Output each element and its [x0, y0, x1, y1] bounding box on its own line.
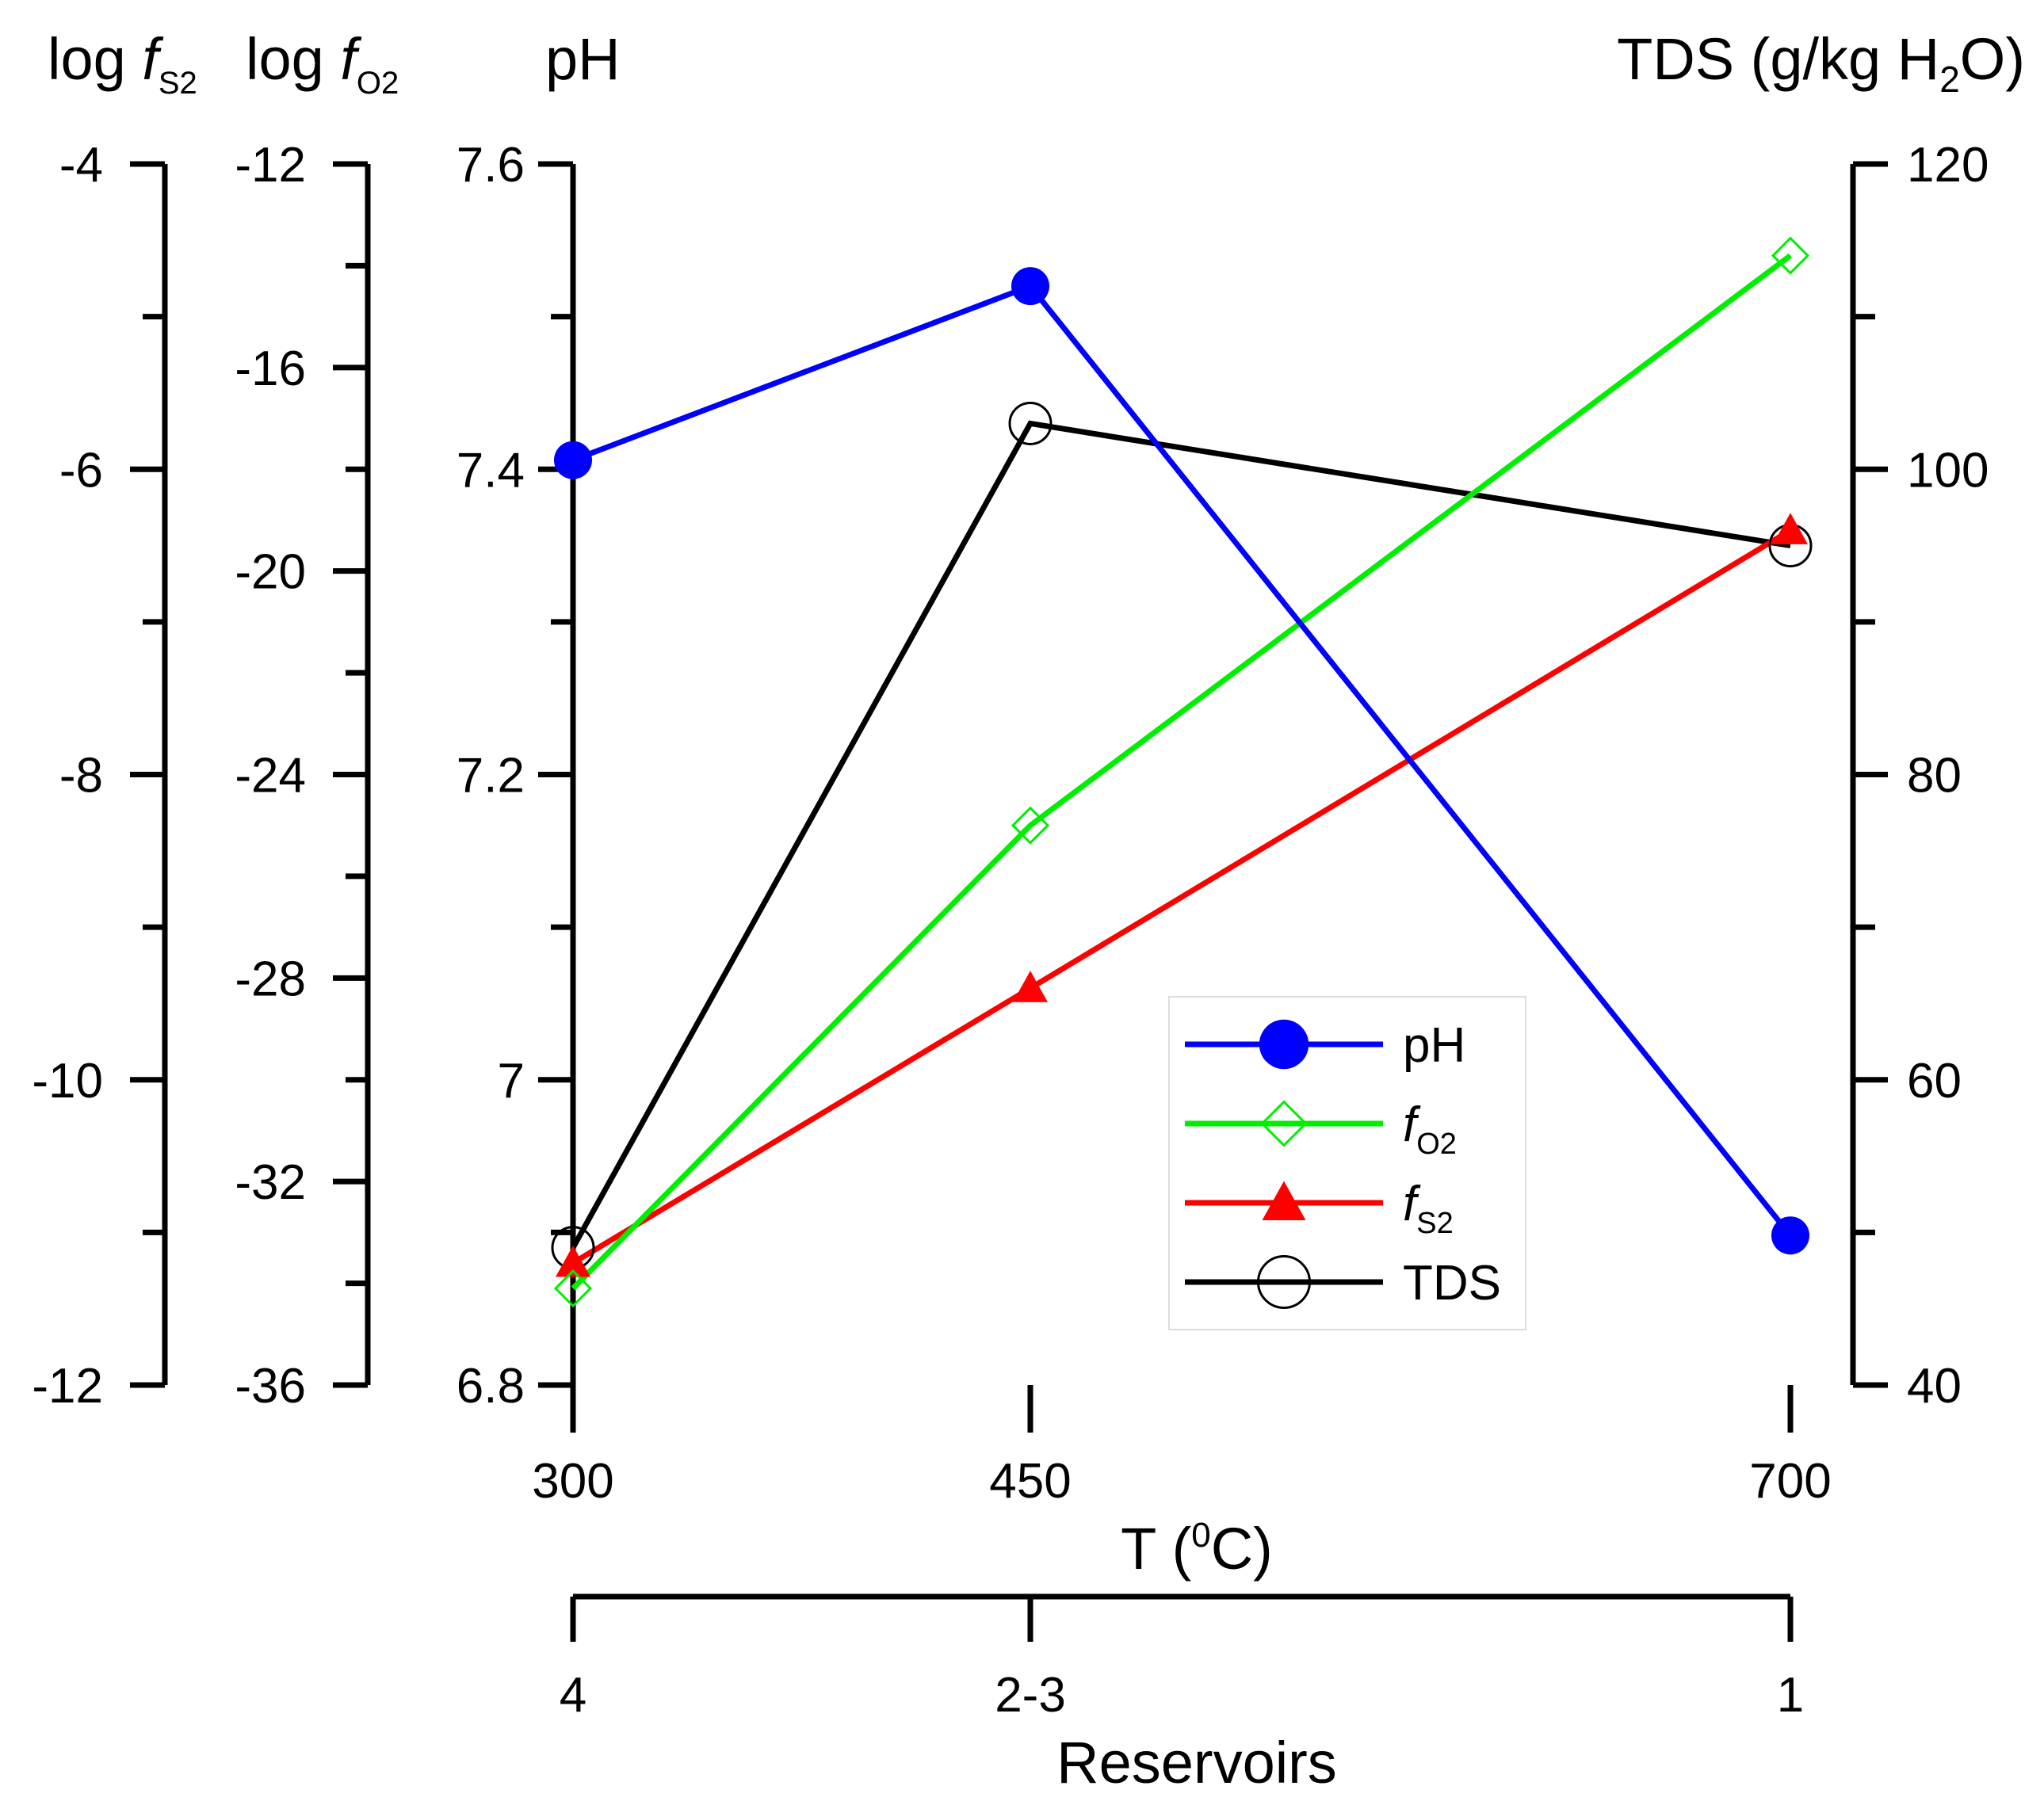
legend-box — [1168, 996, 1526, 1330]
point-ph — [554, 441, 592, 479]
ph-tick-label: 7 — [498, 1054, 525, 1109]
legend-marker — [1262, 1181, 1306, 1220]
point-fo2 — [1011, 806, 1050, 845]
tds-title-pre: TDS (g/kg H — [1617, 26, 1939, 92]
reservoir-tick-label: 2-3 — [995, 1668, 1066, 1723]
point-fo2 — [1771, 236, 1810, 275]
log_fo2-tick-label: -12 — [235, 138, 306, 193]
log_fo2-tick-label: -20 — [235, 545, 306, 600]
x-tick-label: 700 — [1749, 1454, 1831, 1509]
log-fo2-axis-title: log fO2 — [246, 26, 399, 101]
log_fs2-tick-label: -4 — [59, 138, 103, 193]
reservoir-tick-label: 4 — [560, 1668, 586, 1723]
ph-tick-label: 6.8 — [457, 1359, 525, 1414]
reservoir-tick-label: 1 — [1777, 1668, 1804, 1723]
reservoirs-axis-title: Reservoirs — [1056, 1730, 1337, 1795]
legend-label-fo2: fO2 — [1403, 1097, 1457, 1161]
series-line-fo2 — [571, 253, 1793, 1291]
log_fo2-tick-label: -16 — [235, 342, 306, 396]
x-tick-label: 450 — [989, 1454, 1071, 1509]
tds-tick-label: 60 — [1907, 1054, 1962, 1109]
tds-tick-label: 100 — [1907, 443, 1989, 498]
log_fo2-tick-label: -32 — [235, 1155, 306, 1210]
legend-marker — [1260, 1100, 1308, 1147]
tds-tick-label: 120 — [1907, 138, 1989, 193]
legend-label-tds: TDS — [1403, 1256, 1501, 1311]
point-fs2 — [1013, 971, 1048, 1002]
ph-tick-label: 7.4 — [457, 443, 525, 498]
tds-axis-title: TDS (g/kg H2O) — [1617, 26, 2025, 100]
point-ph — [1011, 267, 1049, 306]
tds-tick-label: 40 — [1907, 1359, 1962, 1414]
legend-marker — [1257, 1255, 1311, 1309]
tds-title-sub: 2 — [1939, 59, 1960, 100]
log_fs2-tick-label: -8 — [59, 749, 103, 803]
log_fo2-tick-label: -36 — [235, 1359, 306, 1414]
point-fs2 — [1773, 513, 1808, 544]
legend-label-sub: O2 — [1416, 1128, 1457, 1161]
point-fo2 — [553, 1269, 593, 1308]
axes-layer: -12 -10 -8 -6 -4 -36 -32 -28 -24 -20 -16 -12 6.8 7 7.2… — [32, 26, 2025, 1795]
point-tds — [1008, 401, 1053, 445]
log_fs2-tick-label: -10 — [32, 1054, 103, 1109]
log-fs2-title-sub: S2 — [159, 66, 197, 101]
log-fo2-title-pre: log — [246, 26, 340, 92]
legend-label-sub: S2 — [1416, 1207, 1453, 1240]
point-fs2 — [556, 1245, 590, 1277]
legend-label-ph: pH — [1403, 1018, 1465, 1073]
log-fs2-axis-title: log fS2 — [48, 26, 197, 101]
x-axis-title: T (0C) — [1121, 1516, 1273, 1582]
log_fo2-tick-label: -28 — [235, 952, 306, 1006]
log_fs2-tick-label: -6 — [59, 443, 103, 498]
x-tick-label: 300 — [532, 1454, 613, 1509]
x-title-pre: T ( — [1121, 1516, 1191, 1582]
log-fo2-title-sub: O2 — [357, 66, 399, 101]
series-layer — [551, 236, 1813, 1308]
legend-marker — [1259, 1019, 1309, 1070]
point-ph — [1771, 1216, 1809, 1255]
x-title-sup: 0 — [1191, 1516, 1210, 1555]
series-line-tds — [570, 420, 1791, 1250]
log_fo2-tick-label: -24 — [235, 749, 306, 803]
ph-tick-label: 7.6 — [457, 138, 525, 193]
log_fs2-tick-label: -12 — [32, 1359, 103, 1414]
tds-title-post: O) — [1960, 26, 2025, 92]
ph-tick-label: 7.2 — [457, 749, 525, 803]
tds-tick-label: 80 — [1907, 749, 1962, 803]
x-title-post: C) — [1211, 1516, 1273, 1582]
ph-axis-title: pH — [545, 26, 621, 92]
log-fs2-title-pre: log — [48, 26, 142, 92]
